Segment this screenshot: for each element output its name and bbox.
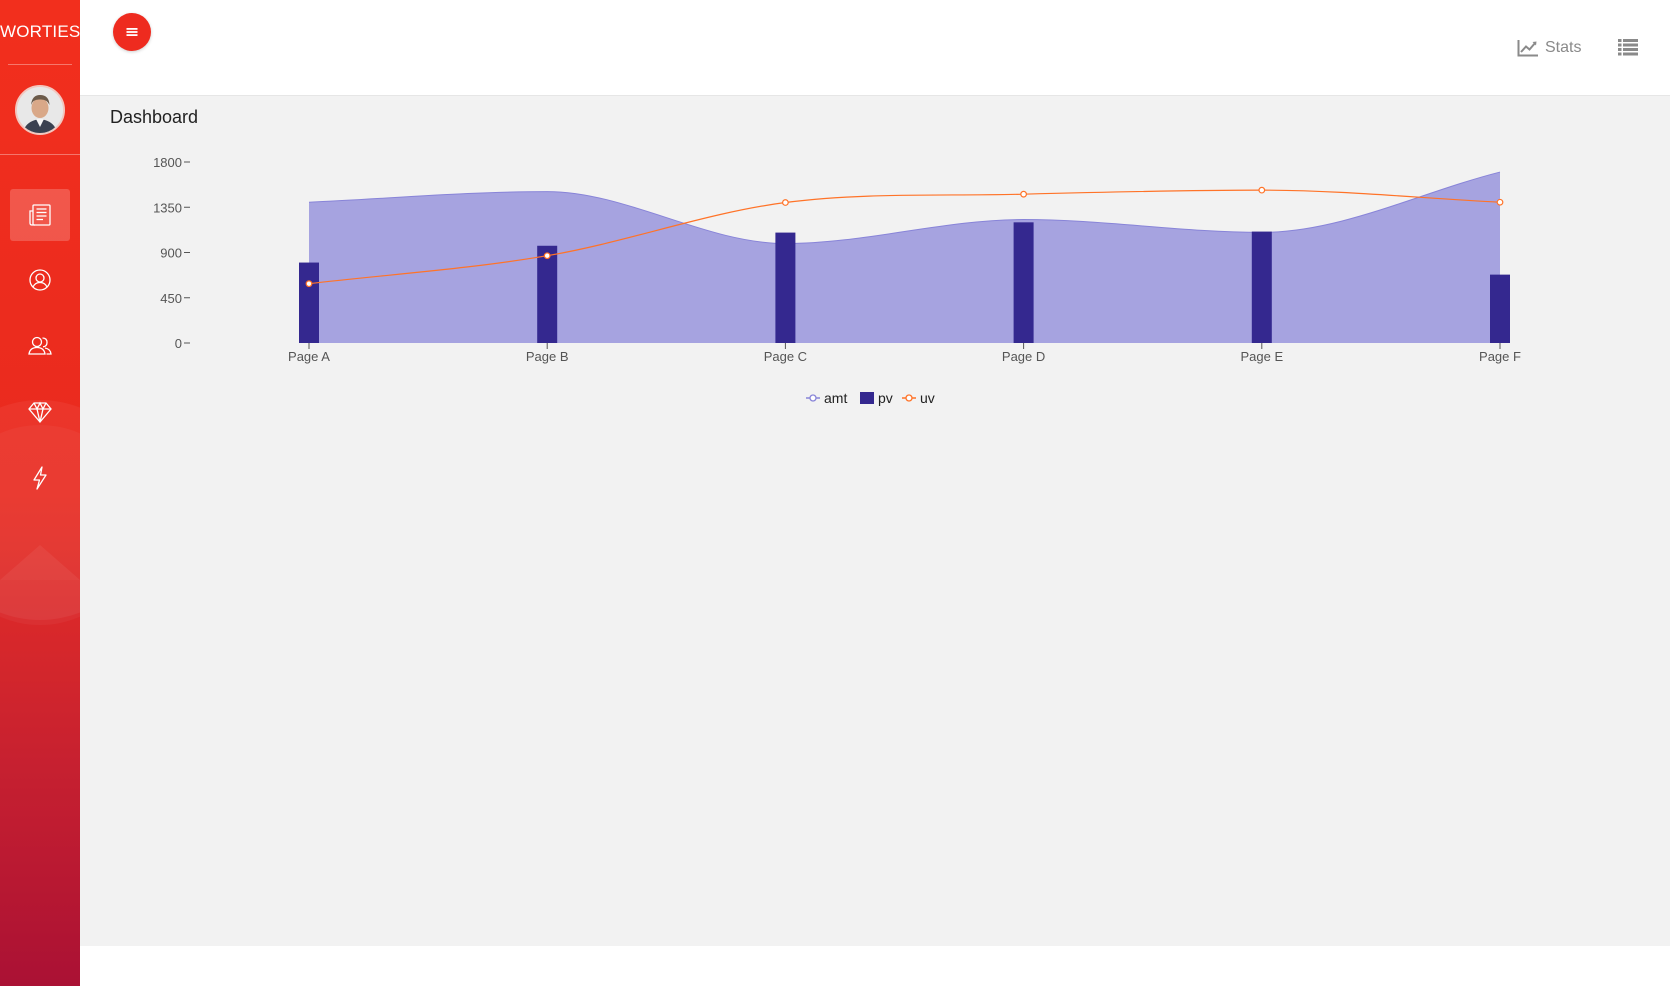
stats-button[interactable]: Stats (1517, 36, 1581, 60)
line-chart-icon (1517, 40, 1538, 57)
list-icon (1618, 39, 1638, 56)
legend-bar-icon (860, 392, 874, 404)
brand-logo[interactable]: WORTIES (0, 22, 80, 41)
sidebar-divider (0, 154, 80, 155)
amt-area-fill (309, 172, 1500, 343)
sidebar-divider (8, 64, 72, 65)
pv-bar-page-c (775, 232, 796, 343)
sidebar-item-users[interactable] (10, 320, 70, 372)
sidebar-decoration (0, 545, 80, 580)
chart-legend: amt pv uv (806, 390, 935, 406)
x-tick-label: Page E (1240, 349, 1283, 364)
x-tick-label: Page B (526, 349, 569, 364)
legend-label-amt: amt (824, 390, 847, 406)
menu-button[interactable] (113, 13, 151, 51)
list-button[interactable] (1617, 37, 1639, 57)
uv-point-page-e (1258, 186, 1266, 194)
uv-point-page-c (782, 199, 789, 206)
stats-label: Stats (1545, 39, 1582, 56)
x-tick-label: Page C (764, 349, 807, 364)
x-tick-label: Page F (1479, 349, 1521, 364)
y-tick-label: 1800 (153, 155, 182, 170)
uv-point-page-d (1020, 190, 1027, 198)
pv-bar-page-b (537, 245, 558, 343)
users-icon (28, 336, 52, 355)
y-tick-label: 1350 (153, 200, 182, 215)
uv-point-page-a (305, 280, 313, 288)
pv-bar-page-e (1251, 231, 1272, 343)
x-tick-label: Page A (288, 349, 330, 364)
user-icon (29, 269, 51, 291)
sidebar-item-profile[interactable] (10, 254, 70, 306)
avatar-image (17, 87, 63, 133)
y-tick-label: 450 (160, 291, 182, 306)
legend-label-pv: pv (878, 390, 893, 406)
menu-icon (126, 28, 138, 36)
news-icon (29, 204, 51, 226)
sidebar-decoration (0, 425, 80, 625)
pv-bar-page-d (1013, 222, 1034, 343)
sidebar-item-activity[interactable] (10, 452, 70, 504)
uv-series-line (308, 189, 1501, 285)
sidebar-item-news[interactable] (10, 189, 70, 241)
x-tick-label: Page D (1002, 349, 1045, 364)
diamond-icon (28, 401, 52, 424)
pv-bar-page-a (299, 262, 319, 343)
avatar[interactable] (15, 85, 65, 135)
sidebar-item-premium[interactable] (10, 386, 70, 438)
y-tick-label: 900 (160, 246, 182, 261)
legend-label-uv: uv (920, 390, 935, 406)
uv-point-page-b (543, 252, 551, 260)
bolt-icon (33, 466, 47, 490)
legend-marker-icon (809, 394, 817, 402)
sidebar-decoration (0, 400, 80, 620)
legend-marker-icon (905, 394, 913, 402)
sidebar: WORTIES (0, 0, 80, 986)
amt-series-line (308, 171, 1501, 245)
top-header (80, 0, 1670, 96)
page-title: Dashboard (110, 107, 199, 127)
uv-point-page-f (1496, 198, 1504, 206)
y-tick-label: 0 (175, 336, 182, 351)
pv-bar-page-f (1490, 274, 1510, 343)
